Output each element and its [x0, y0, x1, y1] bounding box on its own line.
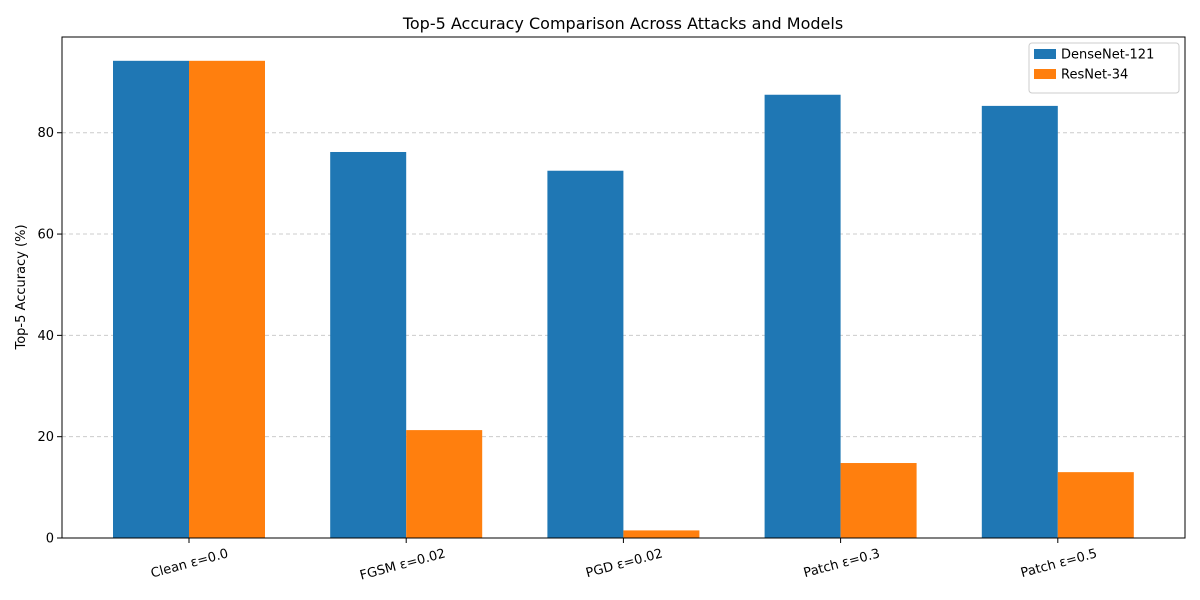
y-tick-label: 80 [37, 126, 54, 141]
bar-resnet-34 [840, 463, 917, 538]
x-tick-label: FGSM ε=0.02 [358, 546, 447, 583]
bar-densenet-121 [547, 170, 624, 538]
bar-densenet-121 [764, 94, 841, 539]
bar-resnet-34 [623, 530, 700, 538]
y-tick-label: 40 [37, 329, 54, 344]
y-tick-label: 0 [46, 532, 54, 547]
x-axis: Clean ε=0.0 FGSM ε=0.02 PGD ε=0.02 Patch ε=… [149, 538, 1099, 584]
bar-resnet-34 [189, 60, 265, 538]
grid-lines [62, 132, 1185, 438]
x-tick-label: Patch ε=0.3 [802, 546, 882, 581]
legend-swatch [1034, 69, 1056, 79]
bars [113, 60, 1134, 539]
chart-title: Top-5 Accuracy Comparison Across Attacks… [402, 14, 843, 33]
y-axis: 0 20 40 60 80 [37, 126, 62, 547]
legend-box [1028, 42, 1180, 94]
legend-label: ResNet-34 [1061, 68, 1128, 83]
x-tick-label: Clean ε=0.0 [149, 546, 230, 581]
y-tick-label: 60 [37, 228, 54, 243]
bar-densenet-121 [330, 151, 407, 538]
bar-resnet-34 [1057, 472, 1134, 538]
bar-densenet-121 [113, 60, 189, 538]
legend-label: DenseNet-121 [1061, 48, 1154, 63]
y-axis-label: Top-5 Accuracy (%) [14, 224, 29, 350]
bar-resnet-34 [406, 430, 483, 538]
bar-densenet-121 [981, 105, 1058, 538]
legend-swatch [1034, 49, 1056, 59]
legend: DenseNet-121 ResNet-34 [1028, 42, 1180, 94]
x-tick-label: Patch ε=0.5 [1019, 546, 1099, 581]
y-tick-label: 20 [37, 430, 54, 445]
x-tick-label: PGD ε=0.02 [584, 546, 664, 581]
